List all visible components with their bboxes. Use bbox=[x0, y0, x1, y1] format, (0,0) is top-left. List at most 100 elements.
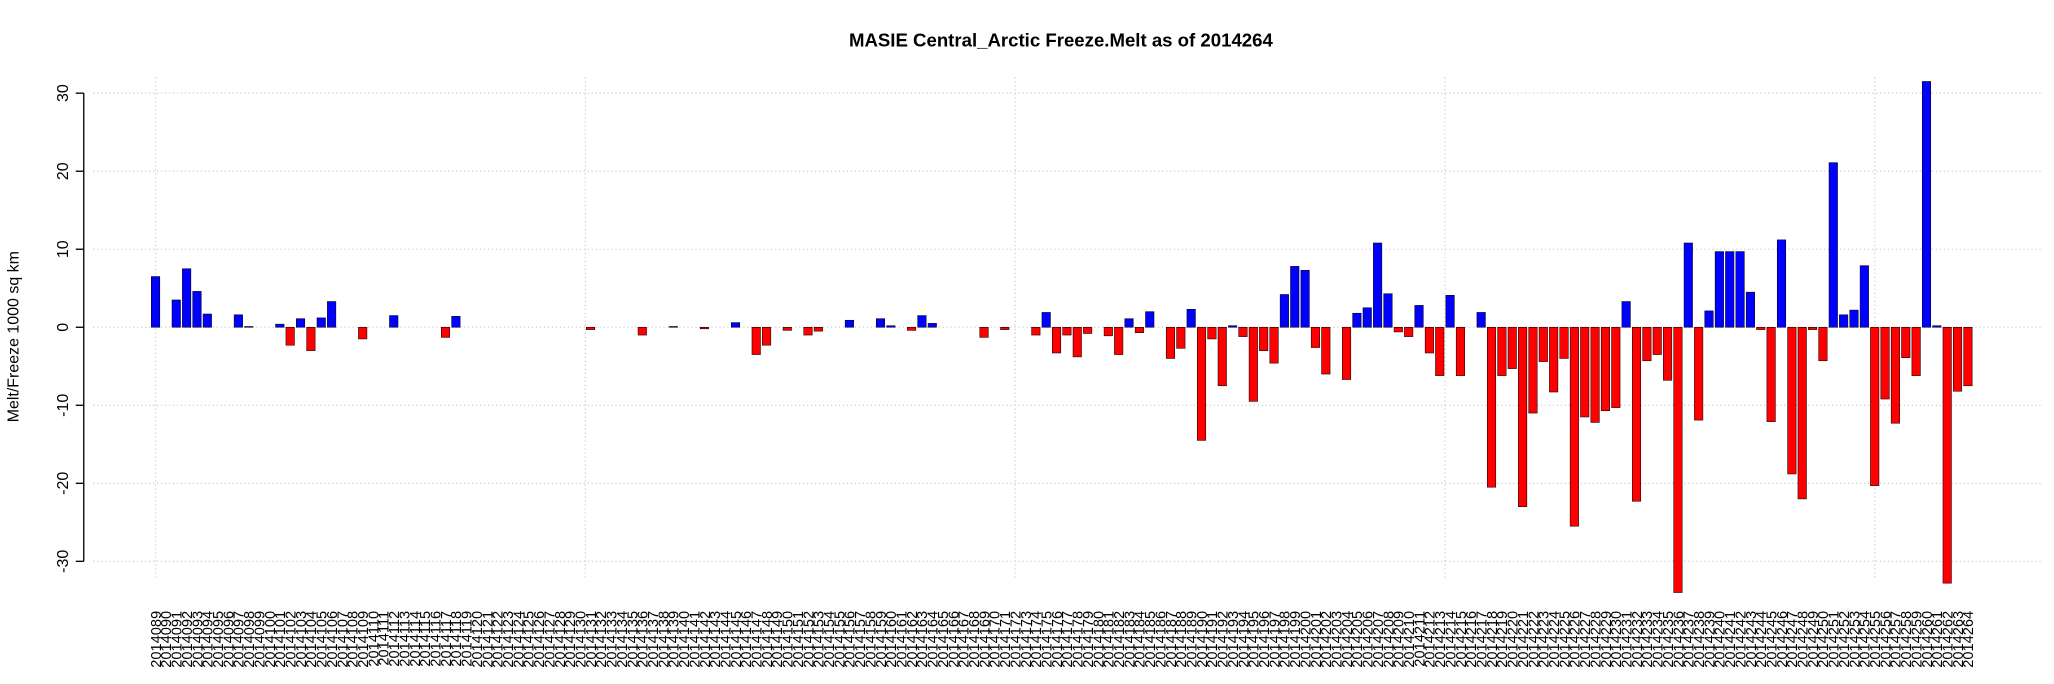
x-tick-label: 2014248 bbox=[1796, 611, 1812, 668]
x-tick-label: 2014226 bbox=[1568, 611, 1584, 668]
x-tick-label: 2014135 bbox=[625, 611, 641, 668]
bar bbox=[1580, 326, 1590, 418]
bar bbox=[1238, 326, 1248, 337]
x-tick-label: 2014235 bbox=[1661, 611, 1677, 668]
bar bbox=[1269, 326, 1279, 364]
x-tick-label: 2014251 bbox=[1827, 611, 1843, 668]
x-tick-label: 2014130 bbox=[573, 611, 589, 668]
x-tick-label: 2014262 bbox=[1941, 611, 1957, 668]
x-tick-label: 2014155 bbox=[832, 611, 848, 668]
x-tick-label: 2014209 bbox=[1392, 611, 1408, 668]
y-tick-label: -10 bbox=[55, 394, 72, 417]
x-tick-label: 2014112 bbox=[387, 611, 403, 667]
bar bbox=[668, 326, 678, 328]
x-tick-label: 2014142 bbox=[698, 611, 714, 668]
x-tick-label: 2014196 bbox=[1257, 611, 1273, 668]
x-tick-label: 2014177 bbox=[1060, 611, 1076, 668]
x-tick-label: 2014218 bbox=[1485, 611, 1501, 668]
bar bbox=[1849, 309, 1859, 328]
x-tick-label: 2014117 bbox=[439, 611, 455, 667]
x-tick-label: 2014173 bbox=[1019, 611, 1035, 668]
x-tick-label: 2014108 bbox=[346, 611, 362, 668]
bar bbox=[1870, 326, 1880, 486]
bar bbox=[1197, 326, 1207, 441]
bar bbox=[927, 323, 937, 328]
x-tick-label: 2014122 bbox=[491, 611, 507, 668]
bar bbox=[1145, 311, 1155, 328]
x-tick-label: 2014191 bbox=[1205, 611, 1221, 668]
x-tick-label: 2014114 bbox=[408, 611, 424, 667]
bar bbox=[1031, 326, 1041, 336]
x-tick-label: 2014170 bbox=[988, 611, 1004, 668]
bar bbox=[1207, 326, 1217, 340]
x-tick-label: 2014204 bbox=[1340, 611, 1356, 668]
x-tick-label: 2014234 bbox=[1651, 611, 1667, 668]
bar bbox=[875, 318, 886, 328]
x-tick-label: 2014102 bbox=[284, 611, 300, 668]
x-tick-label: 2014215 bbox=[1454, 611, 1470, 668]
bar bbox=[1911, 326, 1921, 376]
x-tick-label: 2014143 bbox=[708, 611, 724, 668]
bar bbox=[1052, 326, 1062, 354]
chart-title: MASIE Central_Arctic Freeze.Melt as of 2… bbox=[849, 30, 1274, 51]
x-tick-label: 2014152 bbox=[801, 611, 817, 668]
x-tick-label: 2014199 bbox=[1288, 611, 1304, 668]
x-tick-label: 2014195 bbox=[1247, 611, 1263, 668]
x-tick-label: 2014149 bbox=[770, 611, 786, 668]
bar bbox=[327, 301, 337, 328]
bar bbox=[907, 326, 917, 331]
x-tick-label: 2014257 bbox=[1889, 611, 1905, 668]
x-tick-label: 2014159 bbox=[874, 611, 890, 668]
x-tick-label: 2014092 bbox=[180, 611, 196, 668]
x-tick-label: 2014190 bbox=[1195, 611, 1211, 668]
x-tick-label: 2014106 bbox=[325, 611, 341, 668]
x-tick-label: 2014127 bbox=[542, 611, 558, 668]
bar bbox=[1901, 326, 1911, 358]
bar bbox=[1631, 326, 1642, 502]
x-tick-label: 2014131 bbox=[584, 611, 600, 668]
bar bbox=[1290, 266, 1300, 328]
x-tick-label: 2014151 bbox=[791, 611, 807, 668]
bar bbox=[358, 326, 368, 340]
x-tick-label: 2014258 bbox=[1899, 611, 1915, 668]
bar bbox=[1652, 326, 1662, 355]
bar bbox=[1642, 326, 1652, 362]
bar bbox=[192, 291, 202, 328]
x-tick-label: 2014168 bbox=[967, 611, 983, 668]
bar bbox=[1072, 326, 1082, 358]
bar bbox=[1124, 318, 1134, 328]
x-tick-label: 2014250 bbox=[1816, 611, 1832, 668]
x-tick-label: 2014202 bbox=[1319, 611, 1335, 668]
x-tick-label: 2014239 bbox=[1702, 611, 1718, 668]
x-tick-label: 2014166 bbox=[946, 611, 962, 668]
x-tick-label: 2014249 bbox=[1806, 611, 1822, 668]
x-tick-label: 2014162 bbox=[905, 611, 921, 668]
x-tick-label: 2014220 bbox=[1506, 611, 1522, 668]
bar bbox=[1165, 326, 1175, 359]
x-tick-label: 2014203 bbox=[1330, 611, 1346, 668]
x-tick-label: 2014211 bbox=[1412, 611, 1428, 667]
bar bbox=[813, 326, 823, 332]
bar bbox=[1342, 326, 1352, 380]
bar bbox=[1559, 326, 1569, 359]
x-tick-label: 2014194 bbox=[1236, 611, 1252, 668]
x-tick-label: 2014121 bbox=[480, 611, 496, 668]
bar bbox=[1497, 326, 1507, 376]
x-tick-label: 2014210 bbox=[1402, 611, 1418, 668]
x-tick-label: 2014197 bbox=[1267, 611, 1283, 668]
bar bbox=[1890, 326, 1900, 424]
x-tick-label: 2014147 bbox=[750, 611, 766, 668]
y-tick-label: 30 bbox=[55, 84, 72, 102]
bar bbox=[1518, 326, 1528, 507]
x-tick-label: 2014124 bbox=[511, 611, 527, 668]
y-tick-label: -30 bbox=[55, 550, 72, 573]
bar bbox=[1600, 326, 1610, 412]
bar bbox=[1373, 242, 1383, 328]
x-tick-label: 2014090 bbox=[159, 611, 175, 668]
bar bbox=[1217, 326, 1227, 387]
x-tick-label: 2014223 bbox=[1537, 611, 1553, 668]
x-tick-label: 2014120 bbox=[470, 611, 486, 668]
x-tick-label: 2014150 bbox=[781, 611, 797, 668]
bar bbox=[1435, 326, 1445, 376]
x-tick-label: 2014219 bbox=[1495, 611, 1511, 668]
